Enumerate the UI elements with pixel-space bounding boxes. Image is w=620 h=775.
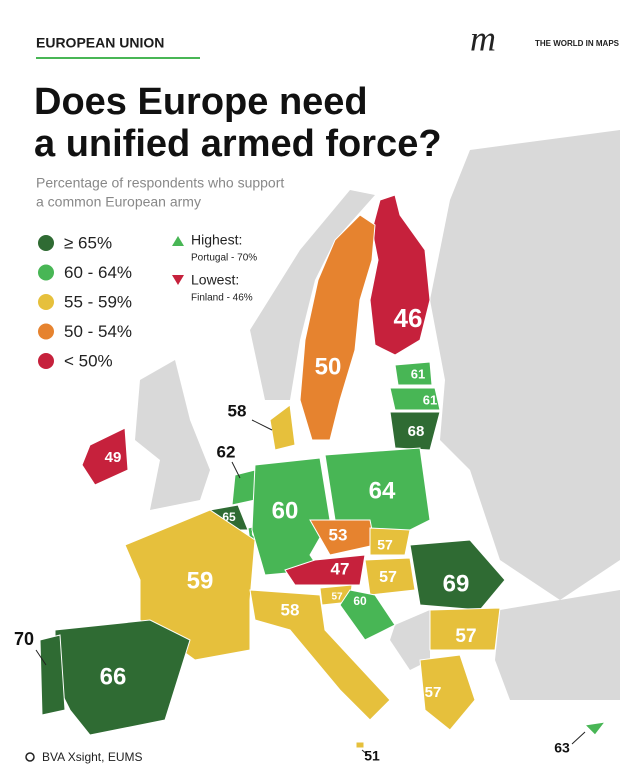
country bbox=[231, 469, 256, 506]
country-value: 61 bbox=[411, 366, 425, 381]
country-value: 47 bbox=[331, 559, 350, 578]
country bbox=[339, 589, 396, 641]
country-value: 57 bbox=[425, 684, 442, 701]
country bbox=[389, 387, 441, 411]
country bbox=[369, 527, 411, 556]
legend-swatch bbox=[38, 264, 54, 281]
non-eu-land bbox=[430, 130, 620, 600]
country-value: 60 bbox=[353, 594, 367, 608]
legend-label: 50 - 54% bbox=[64, 322, 132, 341]
country-value: 70 bbox=[14, 629, 34, 649]
leader-line bbox=[251, 419, 273, 431]
country-value: 66 bbox=[100, 663, 127, 690]
country-value: 46 bbox=[394, 303, 423, 333]
legend-label: 60 - 64% bbox=[64, 263, 132, 282]
non-eu-land bbox=[390, 610, 430, 670]
non-eu-land bbox=[495, 590, 620, 700]
country bbox=[364, 557, 416, 596]
country bbox=[369, 194, 431, 356]
leader-line bbox=[231, 461, 241, 479]
country-value: 49 bbox=[105, 449, 122, 466]
country-value: 57 bbox=[379, 569, 397, 586]
country bbox=[389, 411, 441, 451]
country-value: 69 bbox=[443, 570, 470, 597]
country-value: 62 bbox=[217, 442, 236, 461]
legend-label: ≥ 65% bbox=[64, 233, 112, 252]
country-value: 58 bbox=[281, 600, 300, 619]
country bbox=[81, 427, 129, 486]
country bbox=[394, 361, 433, 386]
country-value: 59 bbox=[187, 567, 214, 594]
country bbox=[583, 721, 607, 736]
country bbox=[284, 554, 366, 586]
legend-label: < 50% bbox=[64, 351, 113, 370]
country-value: 57 bbox=[377, 537, 393, 553]
legend-swatch bbox=[38, 323, 54, 340]
country bbox=[409, 539, 506, 611]
highest-label: Highest: bbox=[191, 232, 242, 248]
country-value: 60 bbox=[272, 497, 299, 524]
country bbox=[249, 589, 391, 721]
legend-swatch bbox=[38, 353, 54, 369]
country-value: 61 bbox=[423, 392, 437, 407]
title: Does Europe need bbox=[34, 81, 368, 123]
subtitle: a common European army bbox=[36, 194, 201, 210]
lowest-label: Lowest: bbox=[191, 272, 239, 288]
country bbox=[324, 447, 431, 536]
legend-swatch bbox=[38, 235, 54, 251]
leader-line bbox=[571, 731, 586, 745]
country-value: 50 bbox=[315, 353, 342, 380]
legend-swatch bbox=[38, 294, 54, 310]
leader-line bbox=[35, 649, 47, 666]
non-eu-land bbox=[250, 190, 375, 400]
lowest-icon bbox=[172, 275, 184, 285]
country-value: 64 bbox=[369, 477, 396, 504]
country bbox=[429, 607, 501, 651]
non-eu-land bbox=[135, 360, 210, 510]
country bbox=[299, 214, 376, 441]
country-value: 68 bbox=[408, 423, 425, 440]
source: BVA Xsight, EUMS bbox=[42, 750, 142, 764]
subtitle: Percentage of respondents who support bbox=[36, 175, 284, 191]
section-tag: EUROPEAN UNION bbox=[36, 35, 164, 51]
country-value: 57 bbox=[455, 626, 476, 647]
logo-text: THE WORLD IN MAPS bbox=[535, 39, 620, 48]
legend-label: 55 - 59% bbox=[64, 292, 132, 311]
country-value: 53 bbox=[329, 525, 348, 544]
highest-detail: Portugal - 70% bbox=[191, 253, 257, 264]
country-value: 63 bbox=[554, 740, 570, 756]
country-value: 57 bbox=[331, 592, 343, 603]
country bbox=[39, 634, 66, 716]
country bbox=[269, 404, 296, 451]
country bbox=[355, 741, 365, 749]
search-icon bbox=[25, 752, 35, 762]
lowest-detail: Finland - 46% bbox=[191, 293, 253, 304]
country-value: 58 bbox=[228, 401, 247, 420]
leader-line bbox=[361, 749, 369, 756]
country bbox=[124, 509, 256, 661]
logo-mark: m bbox=[470, 18, 496, 58]
country-value: 51 bbox=[364, 748, 380, 764]
country bbox=[419, 654, 476, 731]
highest-icon bbox=[172, 236, 184, 246]
title: a unified armed force? bbox=[34, 123, 442, 165]
